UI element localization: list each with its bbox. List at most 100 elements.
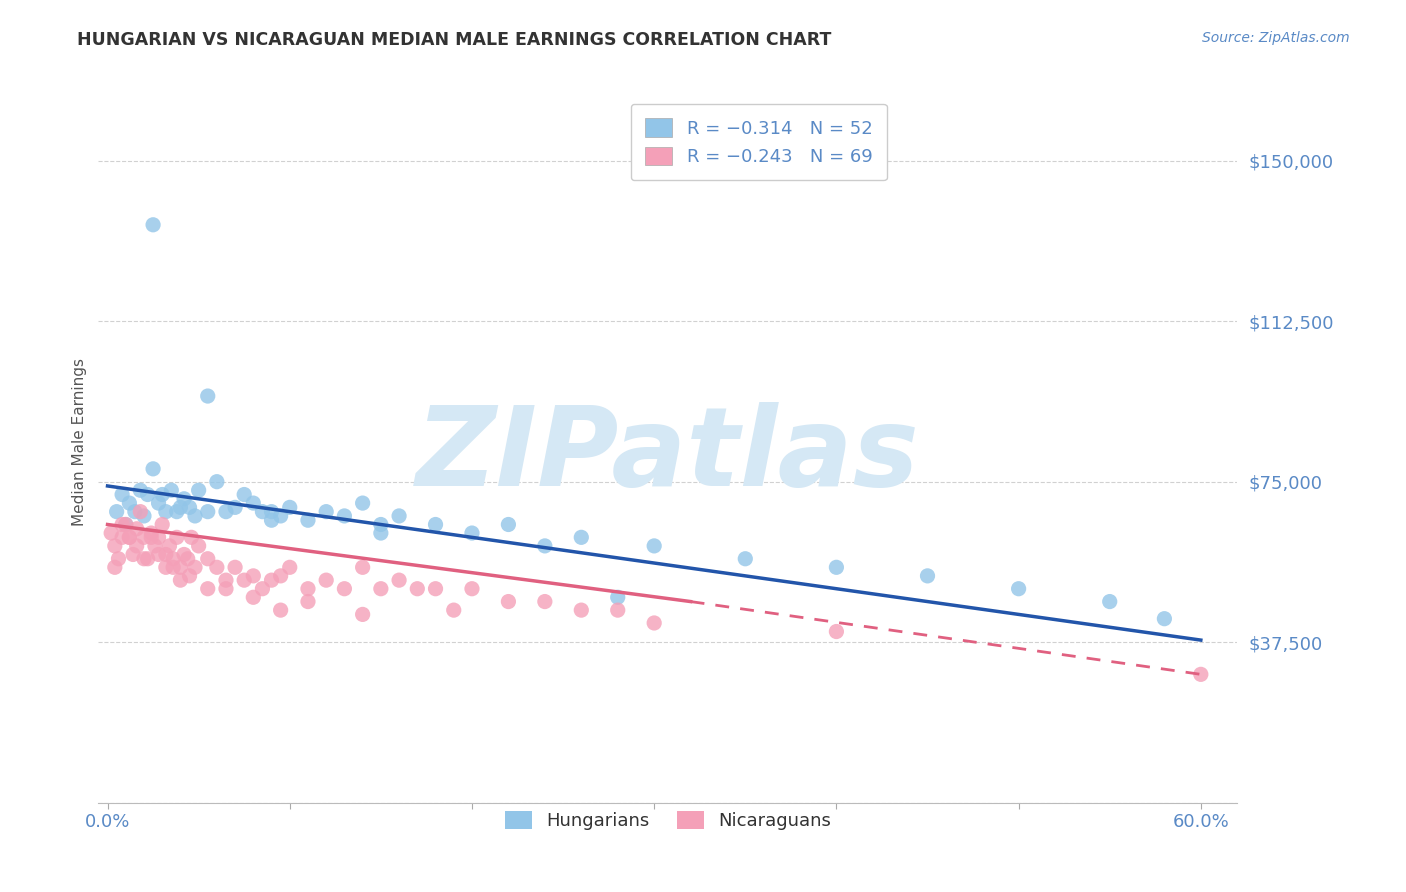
Point: [169, 500, 191, 515]
Point: [315, 573, 337, 587]
Point: [162, 560, 184, 574]
Point: [260, 573, 283, 587]
Point: [242, 569, 264, 583]
Point: [252, 505, 274, 519]
Point: [105, 505, 128, 519]
Point: [498, 594, 520, 608]
Point: [917, 569, 939, 583]
Point: [315, 505, 337, 519]
Point: [132, 551, 155, 566]
Point: [825, 624, 848, 639]
Point: [606, 603, 628, 617]
Point: [132, 508, 155, 523]
Point: [215, 573, 238, 587]
Point: [1098, 594, 1121, 608]
Point: [148, 496, 170, 510]
Point: [734, 551, 756, 566]
Point: [122, 548, 145, 562]
Point: [111, 517, 134, 532]
Text: HUNGARIAN VS NICARAGUAN MEDIAN MALE EARNINGS CORRELATION CHART: HUNGARIAN VS NICARAGUAN MEDIAN MALE EARN…: [77, 31, 832, 49]
Point: [136, 551, 159, 566]
Point: [173, 548, 195, 562]
Point: [606, 591, 628, 605]
Point: [278, 500, 301, 515]
Point: [148, 530, 170, 544]
Point: [141, 530, 163, 544]
Point: [370, 582, 392, 596]
Point: [461, 526, 484, 541]
Point: [352, 496, 374, 510]
Point: [125, 539, 148, 553]
Point: [388, 508, 411, 523]
Point: [569, 530, 592, 544]
Point: [242, 496, 264, 510]
Point: [224, 500, 246, 515]
Point: [142, 218, 165, 232]
Point: [159, 539, 181, 553]
Point: [143, 539, 166, 553]
Point: [184, 508, 207, 523]
Point: [425, 582, 447, 596]
Point: [252, 582, 274, 596]
Point: [297, 582, 319, 596]
Point: [297, 513, 319, 527]
Point: [233, 487, 256, 501]
Point: [150, 517, 173, 532]
Point: [270, 508, 292, 523]
Point: [242, 591, 264, 605]
Point: [270, 603, 292, 617]
Point: [224, 560, 246, 574]
Point: [169, 573, 191, 587]
Point: [150, 487, 173, 501]
Point: [100, 526, 122, 541]
Point: [406, 582, 429, 596]
Point: [132, 530, 155, 544]
Point: [205, 475, 228, 489]
Point: [333, 508, 356, 523]
Point: [197, 389, 219, 403]
Point: [534, 594, 557, 608]
Point: [179, 569, 201, 583]
Point: [370, 526, 392, 541]
Point: [162, 551, 184, 566]
Point: [643, 539, 665, 553]
Point: [1007, 582, 1029, 596]
Point: [129, 505, 152, 519]
Point: [352, 607, 374, 622]
Point: [187, 483, 209, 498]
Point: [498, 517, 520, 532]
Point: [118, 496, 141, 510]
Point: [124, 505, 146, 519]
Point: [187, 539, 209, 553]
Point: [352, 560, 374, 574]
Point: [388, 573, 411, 587]
Point: [129, 483, 152, 498]
Point: [169, 560, 191, 574]
Point: [260, 505, 283, 519]
Point: [173, 491, 195, 506]
Point: [104, 560, 127, 574]
Point: [155, 560, 177, 574]
Point: [278, 560, 301, 574]
Point: [197, 551, 219, 566]
Text: Source: ZipAtlas.com: Source: ZipAtlas.com: [1202, 31, 1350, 45]
Point: [166, 505, 188, 519]
Point: [1153, 612, 1175, 626]
Point: [111, 530, 134, 544]
Point: [643, 615, 665, 630]
Point: [184, 560, 207, 574]
Point: [148, 548, 170, 562]
Point: [461, 582, 484, 596]
Point: [370, 517, 392, 532]
Point: [160, 483, 183, 498]
Point: [166, 530, 188, 544]
Point: [125, 522, 148, 536]
Point: [136, 487, 159, 501]
Point: [118, 530, 141, 544]
Point: [142, 462, 165, 476]
Point: [270, 569, 292, 583]
Point: [177, 551, 200, 566]
Point: [179, 500, 201, 515]
Point: [825, 560, 848, 574]
Point: [569, 603, 592, 617]
